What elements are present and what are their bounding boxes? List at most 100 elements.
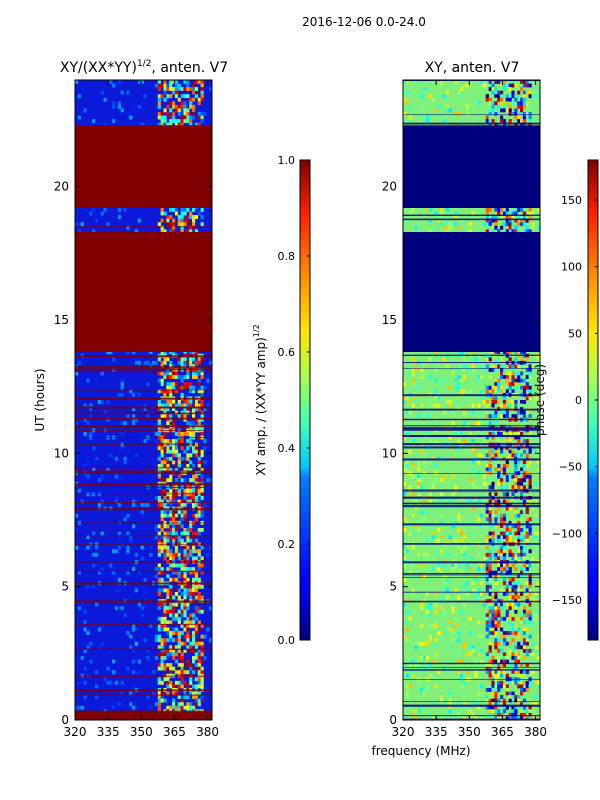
heatmap-cell xyxy=(160,488,164,493)
heatmap-cell xyxy=(203,446,207,451)
heatmap-cell xyxy=(117,545,121,550)
heatmap-cell xyxy=(169,414,173,419)
heatmap-cell xyxy=(517,531,521,536)
heatmap-cell xyxy=(160,492,164,497)
heatmap-cell xyxy=(172,563,176,568)
heatmap-cell xyxy=(103,122,107,127)
heatmap-cell xyxy=(143,638,147,643)
heatmap-cell xyxy=(488,122,492,127)
heatmap-cell xyxy=(488,424,492,429)
heatmap-stripe xyxy=(75,486,212,488)
heatmap-cell xyxy=(500,225,504,230)
heatmap-stripe xyxy=(75,437,212,439)
heatmap-cell xyxy=(100,90,104,95)
heatmap-cell xyxy=(517,602,521,607)
heatmap-cell xyxy=(177,705,181,710)
heatmap-cell xyxy=(180,670,184,675)
heatmap-cell xyxy=(445,538,449,543)
heatmap-cell xyxy=(537,684,540,689)
heatmap-cell xyxy=(183,556,187,561)
heatmap-cell xyxy=(197,641,201,646)
heatmap-cell xyxy=(511,215,515,219)
heatmap-cell xyxy=(172,595,176,600)
heatmap-cell xyxy=(146,656,150,660)
heatmap-cell xyxy=(200,584,204,589)
heatmap-cell xyxy=(465,83,469,88)
heatmap-cell xyxy=(462,535,467,539)
heatmap-cell xyxy=(517,581,521,586)
heatmap-cell xyxy=(160,652,164,657)
heatmap-cell xyxy=(177,215,181,219)
heatmap-cell xyxy=(177,574,181,579)
heatmap-cell xyxy=(500,588,504,593)
heatmap-cell xyxy=(468,449,472,454)
heatmap-cell xyxy=(502,698,507,703)
heatmap-cell xyxy=(186,371,190,376)
heatmap-cell xyxy=(440,716,444,720)
heatmap-cell xyxy=(192,499,196,504)
heatmap-cell xyxy=(440,549,444,554)
heatmap-cell xyxy=(200,634,204,639)
heatmap-cell xyxy=(448,424,452,429)
heatmap-cell xyxy=(194,695,199,699)
heatmap-cell xyxy=(194,698,199,703)
heatmap-cell xyxy=(525,595,529,600)
heatmap-cell xyxy=(114,474,119,479)
heatmap-cell xyxy=(417,503,421,507)
heatmap-cell xyxy=(505,414,509,419)
heatmap-cell xyxy=(149,545,153,550)
heatmap-cell xyxy=(134,360,139,365)
heatmap-cell xyxy=(200,467,204,472)
heatmap-cell xyxy=(474,702,478,707)
heatmap-cell xyxy=(166,513,170,518)
heatmap-cell xyxy=(197,648,201,653)
heatmap-cell xyxy=(500,485,504,490)
heatmap-cell xyxy=(522,460,527,465)
heatmap-cell xyxy=(200,641,204,646)
heatmap-cell xyxy=(160,648,164,653)
heatmap-cell xyxy=(517,449,521,454)
heatmap-cell xyxy=(174,492,179,497)
heatmap-cell xyxy=(522,464,527,468)
heatmap-cell xyxy=(457,225,461,230)
heatmap-cell xyxy=(92,531,96,536)
heatmap-cell xyxy=(160,595,164,600)
heatmap-cell xyxy=(166,414,170,419)
heatmap-cell xyxy=(192,584,196,589)
heatmap-cell xyxy=(163,524,167,529)
heatmap-cell xyxy=(174,638,179,643)
heatmap-cell xyxy=(502,670,507,675)
heatmap-cell xyxy=(186,695,190,699)
heatmap-cell xyxy=(172,218,176,223)
heatmap-cell xyxy=(520,400,524,404)
x-tick-label: 380 xyxy=(196,725,219,739)
heatmap-cell xyxy=(183,680,187,685)
heatmap-cell xyxy=(534,592,538,596)
heatmap-cell xyxy=(525,584,529,589)
heatmap-cell xyxy=(457,439,461,443)
heatmap-cell xyxy=(505,641,509,646)
heatmap-cell xyxy=(77,94,81,99)
heatmap-cell xyxy=(505,503,509,507)
heatmap-cell xyxy=(123,421,127,426)
heatmap-cell xyxy=(200,563,204,568)
heatmap-cell xyxy=(488,97,492,102)
heatmap-cell xyxy=(109,680,113,685)
heatmap-cell xyxy=(180,641,184,646)
heatmap-cell xyxy=(488,577,492,582)
heatmap-cell xyxy=(528,581,532,586)
heatmap-cell xyxy=(508,382,512,387)
heatmap-cell xyxy=(508,218,512,223)
heatmap-cell xyxy=(457,375,461,379)
heatmap-cell xyxy=(172,531,176,536)
heatmap-cell xyxy=(520,403,524,408)
heatmap-cell xyxy=(197,577,201,582)
heatmap-cell xyxy=(440,215,444,219)
heatmap-cell xyxy=(140,108,144,113)
heatmap-cell xyxy=(177,549,181,554)
heatmap-cell xyxy=(442,631,447,635)
heatmap-stripe xyxy=(75,355,212,358)
heatmap-cell xyxy=(129,691,133,696)
heatmap-cell xyxy=(132,414,136,419)
heatmap-cell xyxy=(89,432,93,436)
